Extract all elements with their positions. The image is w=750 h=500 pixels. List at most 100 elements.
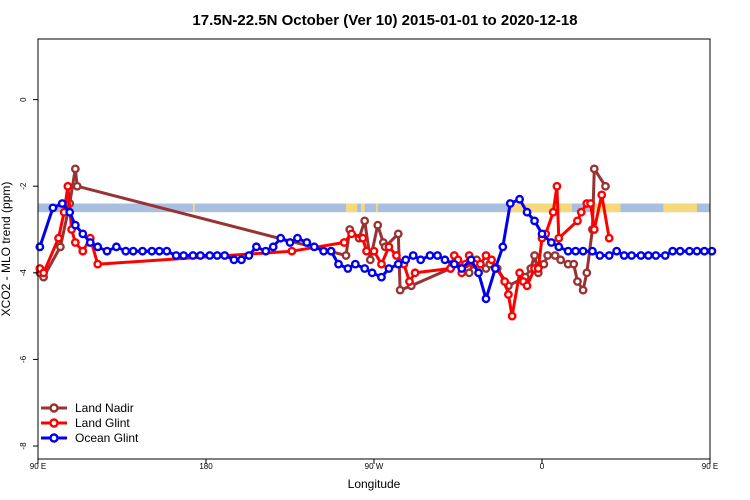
- data-point: [582, 268, 592, 278]
- data-point: [500, 277, 510, 286]
- data-point: [391, 251, 401, 260]
- data-point: [377, 272, 386, 282]
- data-point: [70, 164, 80, 174]
- data-point: [408, 251, 418, 260]
- data-point: [668, 246, 678, 256]
- data-point: [212, 251, 222, 260]
- legend-label: Land Glint: [75, 416, 130, 430]
- data-point: [65, 207, 75, 217]
- data-point: [128, 246, 138, 256]
- data-point: [237, 255, 246, 265]
- data-point: [70, 220, 80, 230]
- data-point: [675, 246, 685, 256]
- data-point: [548, 207, 558, 217]
- data-point: [503, 290, 513, 299]
- data-point: [393, 259, 403, 269]
- data-point: [229, 255, 239, 265]
- data-point: [416, 255, 426, 265]
- data-point: [373, 220, 383, 230]
- land-band-segment: [360, 203, 365, 213]
- data-point: [636, 251, 646, 260]
- data-point: [369, 246, 379, 256]
- data-point: [604, 251, 614, 260]
- data-point: [70, 238, 80, 247]
- data-point: [188, 251, 198, 260]
- data-point: [522, 207, 532, 217]
- data-point: [586, 199, 595, 208]
- data-point: [179, 251, 189, 260]
- data-point: [481, 294, 491, 304]
- data-point: [341, 251, 351, 260]
- data-point: [358, 233, 368, 243]
- series-ocean-glint: [35, 194, 717, 304]
- data-point: [507, 311, 517, 321]
- data-point: [660, 251, 670, 260]
- x-tick-label: 180: [199, 462, 213, 471]
- data-point: [78, 229, 88, 239]
- data-point: [154, 246, 164, 256]
- legend-swatch-marker: [49, 433, 59, 443]
- data-point: [685, 246, 694, 256]
- x-tick-label: 90 W: [365, 462, 384, 471]
- data-point: [285, 238, 295, 247]
- data-point: [487, 255, 496, 265]
- data-point: [405, 277, 414, 286]
- legend-label: Land Nadir: [75, 401, 134, 415]
- data-point: [121, 246, 131, 256]
- data-point: [57, 199, 67, 208]
- data-point: [595, 251, 605, 260]
- data-point: [276, 233, 286, 243]
- data-point: [474, 268, 483, 278]
- data-point: [195, 251, 205, 260]
- x-tick-label: 0: [540, 462, 545, 471]
- data-point: [171, 251, 181, 260]
- data-point: [365, 255, 375, 265]
- land-band-segment: [663, 203, 697, 213]
- data-point: [552, 181, 562, 191]
- data-point: [554, 233, 564, 243]
- x-axis-ticks: 90 E 180 90 W 0 90 E: [30, 459, 718, 471]
- data-point: [102, 246, 112, 256]
- data-point: [522, 281, 532, 291]
- data-point: [367, 268, 377, 278]
- data-point: [343, 264, 353, 273]
- data-point: [147, 246, 157, 256]
- data-point: [425, 251, 435, 260]
- data-point: [112, 242, 121, 252]
- data-point: [39, 268, 48, 278]
- data-point: [457, 264, 467, 273]
- land-ocean-band: [38, 203, 710, 213]
- data-point: [347, 229, 356, 239]
- data-point: [597, 190, 607, 200]
- data-point: [578, 285, 588, 295]
- data-point: [309, 242, 319, 252]
- data-point: [466, 255, 476, 265]
- data-point: [578, 246, 588, 256]
- data-point: [481, 251, 491, 260]
- data-point: [48, 203, 58, 213]
- data-point: [556, 255, 566, 265]
- x-tick-label: 90 E: [702, 462, 718, 471]
- data-point: [377, 259, 386, 269]
- data-point: [569, 259, 579, 269]
- data-point: [604, 233, 614, 243]
- data-point: [93, 259, 103, 269]
- data-point: [530, 251, 539, 260]
- data-point: [334, 259, 343, 269]
- legend-label: Ocean Glint: [75, 431, 139, 445]
- chart-title: 17.5N-22.5N October (Ver 10) 2015-01-01 …: [192, 12, 577, 29]
- data-point: [700, 246, 709, 256]
- data-point: [384, 264, 394, 273]
- data-point: [515, 194, 524, 204]
- data-point: [449, 259, 459, 269]
- data-point: [576, 207, 586, 217]
- data-point: [319, 246, 328, 256]
- data-point: [410, 268, 420, 278]
- legend-swatch-marker: [49, 418, 59, 428]
- series-layer: [35, 164, 717, 321]
- land-band-segment: [592, 203, 621, 213]
- y-tick-label: -6: [19, 355, 28, 363]
- land-band-segment: [510, 203, 572, 213]
- data-point: [530, 216, 539, 226]
